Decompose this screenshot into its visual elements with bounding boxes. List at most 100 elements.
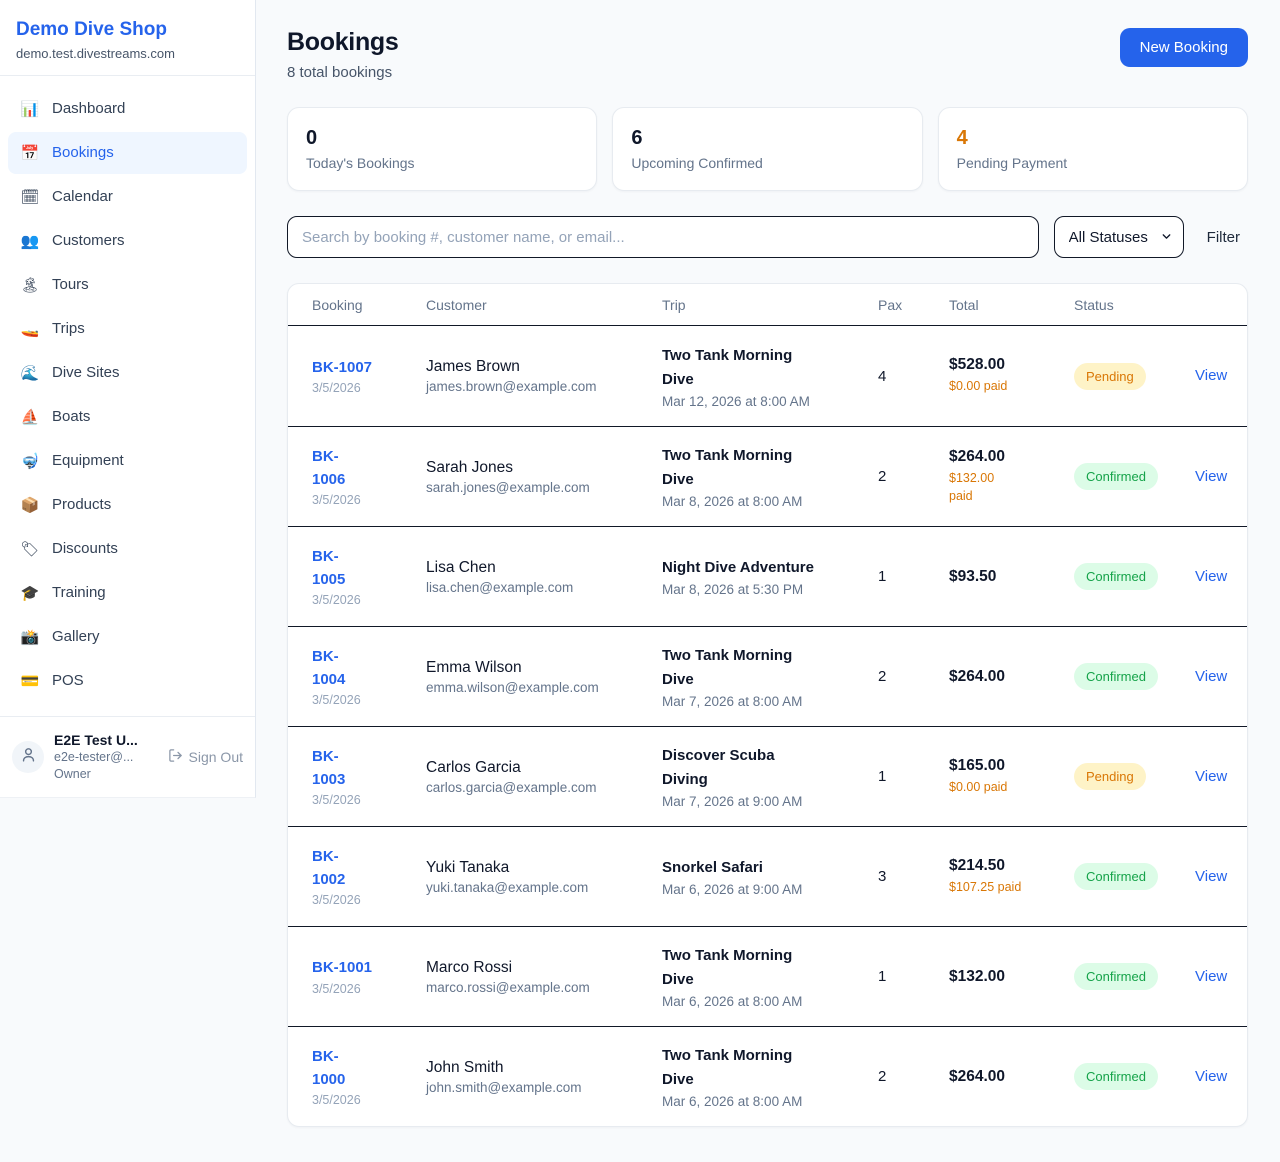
trip-datetime: Mar 8, 2026 at 5:30 PM [662,582,804,597]
view-link[interactable]: View [1195,1067,1228,1085]
sidebar-item-gallery[interactable]: 📸 Gallery [20,628,100,646]
view-link[interactable]: View [1195,767,1228,785]
view-link[interactable]: View [1195,967,1228,985]
stat-label: Upcoming Confirmed [631,155,763,171]
booking-id-link[interactable]: BK- 1004 [312,648,346,688]
sidebar-item-boats[interactable]: ⛵ Boats [20,408,91,426]
paid-amount: $107.25 paid [949,879,1022,894]
wave-icon: 🌊 [20,364,40,382]
sidebar-item-dive-sites[interactable]: 🌊 Dive Sites [20,364,120,382]
customer-email: john.smith@example.com [426,1079,582,1095]
sign-out-label: Sign Out [188,748,243,765]
page-title: Bookings [287,28,399,56]
total-cell: $165.00 $0.00 paid [949,757,1074,796]
total-amount: $93.50 [949,567,997,585]
sidebar-item-bookings[interactable]: 📅 Bookings [8,131,247,174]
status-badge: Confirmed [1074,963,1158,990]
booking-cell: BK- 1000 3/5/2026 [312,1046,426,1107]
trip-datetime: Mar 6, 2026 at 8:00 AM [662,1094,803,1109]
table-row: BK-1007 3/5/2026 James Brown james.brown… [288,326,1247,426]
total-cell: $528.00 $0.00 paid [949,356,1074,395]
table-row: BK- 1005 3/5/2026 Lisa Chen lisa.chen@ex… [288,526,1247,626]
customer-email: yuki.tanaka@example.com [426,879,589,895]
trip-cell: Snorkel Safari Mar 6, 2026 at 9:00 AM [662,856,878,897]
view-link[interactable]: View [1195,667,1228,685]
customer-name: Carlos Garcia [426,758,521,776]
total-amount: $264.00 [949,1067,1006,1085]
total-amount: $264.00 [949,667,1006,685]
booking-id-link[interactable]: BK- 1003 [312,748,346,788]
sidebar-item-calendar[interactable]: 🗓 Calendar [20,188,113,206]
customer-cell: Carlos Garcia carlos.garcia@example.com [426,759,662,795]
customer-cell: James Brown james.brown@example.com [426,358,662,394]
pax-count: 4 [878,367,887,385]
trip-cell: Two Tank Morning Dive Mar 6, 2026 at 8:0… [662,1044,878,1109]
booking-date: 3/5/2026 [312,793,361,807]
view-link[interactable]: View [1195,867,1228,885]
filter-button[interactable]: Filter [1199,229,1248,246]
trip-name: Night Dive Adventure [662,559,814,576]
stat-label: Pending Payment [956,155,1068,171]
sailboat-icon: ⛵ [20,408,40,426]
bar-chart-icon: 📊 [20,100,40,118]
filter-row: All Statuses Filter [287,216,1248,258]
customer-email: lisa.chen@example.com [426,579,574,595]
status-select[interactable]: All Statuses [1053,216,1184,258]
booking-cell: BK- 1006 3/5/2026 [312,446,426,507]
view-link[interactable]: View [1195,467,1228,485]
status-cell: Confirmed [1074,863,1195,890]
package-icon: 📦 [20,496,40,514]
status-cell: Pending [1074,763,1195,790]
total-amount: $528.00 [949,356,1006,374]
actions-cell: View [1195,1068,1247,1086]
sidebar-item-customers[interactable]: 👥 Customers [20,232,125,250]
sidebar-item-products[interactable]: 📦 Products [20,496,112,514]
col-header-status: Status [1074,296,1114,313]
stat-card-today-s-bookings: 0 Today's Bookings [287,107,598,191]
stats-row: 0 Today's Bookings 6 Upcoming Confirmed 4 Pen… [287,107,1248,191]
booking-id-link[interactable]: BK- 1005 [312,548,346,588]
sidebar-item-training[interactable]: 🎓 Training [20,584,106,602]
status-cell: Confirmed [1074,463,1195,490]
sidebar-item-trips[interactable]: 🚤 Trips [20,320,85,338]
booking-id-link[interactable]: BK- 1002 [312,848,346,888]
booking-id-link[interactable]: BK-1007 [312,358,373,376]
status-badge: Confirmed [1074,463,1158,490]
sidebar-item-pos[interactable]: 💳 POS [20,672,84,690]
booking-id-link[interactable]: BK-1001 [312,959,373,977]
trip-name: Snorkel Safari [662,859,763,876]
sidebar-item-equipment[interactable]: 🤿 Equipment [20,452,124,470]
trip-cell: Night Dive Adventure Mar 8, 2026 at 5:30… [662,556,878,597]
total-amount: $132.00 [949,967,1006,985]
booking-cell: BK- 1005 3/5/2026 [312,546,426,607]
sign-out-button[interactable]: Sign Out [168,748,243,766]
booking-id-link[interactable]: BK- 1000 [312,1048,346,1088]
pax-count: 1 [878,568,887,585]
new-booking-button[interactable]: New Booking [1119,28,1248,67]
search-input[interactable] [287,216,1039,258]
customer-cell: Emma Wilson emma.wilson@example.com [426,659,662,695]
sidebar-item-dashboard[interactable]: 📊 Dashboard [20,100,126,118]
booking-id-link[interactable]: BK- 1006 [312,448,346,488]
sidebar-nav: 📊 Dashboard 📅 Bookings 🗓 Calendar 👥 Cust… [0,76,255,716]
customer-name: Sarah Jones [426,458,514,476]
view-link[interactable]: View [1195,567,1228,585]
status-badge: Confirmed [1074,1063,1158,1090]
graduation-cap-icon: 🎓 [20,584,40,602]
calendar-icon: 📅 [20,144,40,162]
view-link[interactable]: View [1195,367,1228,384]
actions-cell: View [1195,768,1247,786]
customer-email: sarah.jones@example.com [426,479,590,495]
sidebar-item-discounts[interactable]: 🏷 Discounts [20,540,118,558]
paid-amount: $132.00 paid [949,470,995,503]
pax-count: 2 [878,668,887,685]
avatar [12,740,44,773]
trip-cell: Two Tank Morning Dive Mar 12, 2026 at 8:… [662,344,878,409]
table-row: BK-1001 3/5/2026 Marco Rossi marco.rossi… [288,926,1247,1026]
total-cell: $214.50 $107.25 paid [949,857,1074,896]
page-title-block: Bookings 8 total bookings [287,28,399,81]
total-amount: $264.00 [949,447,1006,465]
trip-name: Two Tank Morning Dive [662,947,793,988]
sidebar-item-tours[interactable]: 🏝 Tours [20,276,89,294]
status-cell: Confirmed [1074,563,1195,590]
